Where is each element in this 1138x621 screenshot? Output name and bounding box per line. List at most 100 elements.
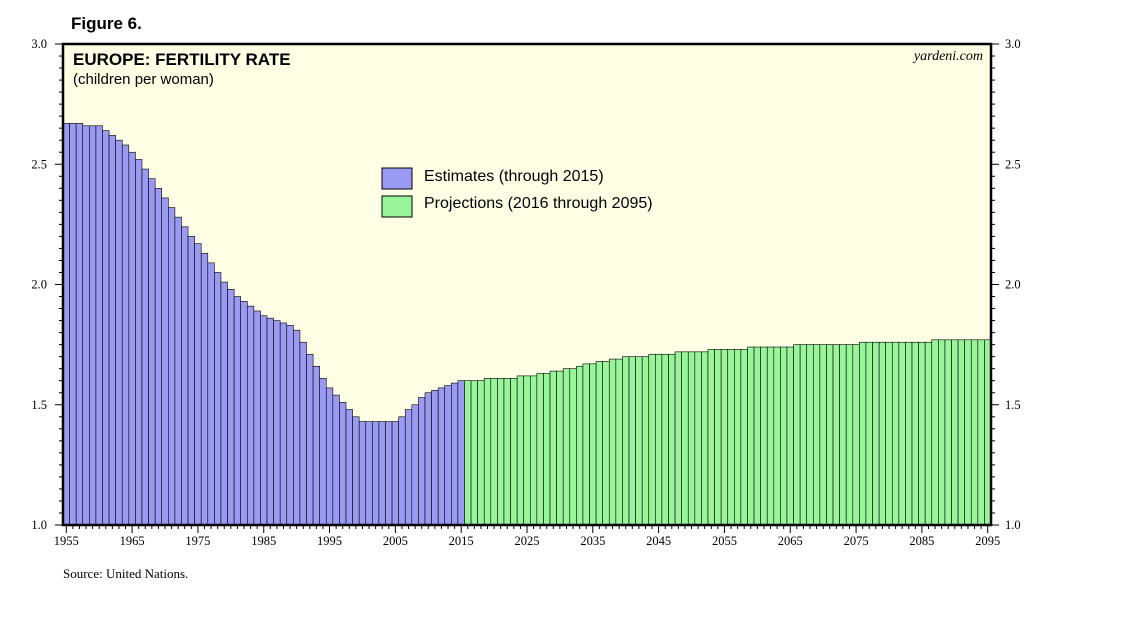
projection-bar-2037: [602, 361, 610, 526]
y-tick-label-left-1.0: 1.0: [31, 518, 47, 532]
estimate-bar-1972: [174, 216, 182, 526]
projection-bar-2041: [628, 356, 636, 526]
estimate-bar-1999: [352, 416, 360, 526]
estimate-bar-1990: [293, 329, 301, 526]
projection-bar-2059: [747, 346, 755, 526]
projection-bar-2047: [668, 353, 676, 526]
projection-bar-2092: [964, 339, 972, 526]
x-tick-label-2015: 2015: [449, 534, 474, 548]
projection-bar-2044: [648, 353, 656, 526]
projection-bar-2056: [727, 349, 735, 526]
projection-bar-2085: [918, 341, 926, 526]
legend: Estimates (through 2015) Projections (20…: [381, 167, 653, 218]
projection-bar-2040: [622, 356, 630, 526]
projection-bar-2054: [714, 349, 722, 526]
projection-bar-2079: [878, 341, 886, 526]
estimate-bar-1965: [128, 151, 136, 526]
estimate-bar-1961: [102, 130, 110, 526]
projection-bar-2070: [819, 344, 827, 526]
x-tick-label-2045: 2045: [646, 534, 671, 548]
projection-bar-2058: [740, 349, 748, 526]
projection-bar-2064: [780, 346, 788, 526]
projection-bar-2083: [905, 341, 913, 526]
estimate-bar-1998: [345, 409, 353, 526]
estimate-bar-1995: [325, 387, 334, 526]
projection-bar-2066: [793, 344, 801, 526]
projection-bar-2087: [931, 339, 939, 526]
projection-bar-2045: [655, 353, 663, 526]
projection-bar-2061: [760, 346, 768, 526]
projection-bar-2019: [483, 377, 492, 526]
projection-bar-2025: [523, 375, 531, 526]
y-tick-label-left-1.5: 1.5: [31, 398, 47, 412]
projection-bar-2091: [957, 339, 965, 526]
estimate-bar-2002: [372, 421, 380, 526]
legend-label-estimates: Estimates (through 2015): [424, 168, 604, 185]
projection-bar-2073: [839, 344, 847, 526]
projection-bar-2063: [773, 346, 781, 526]
projection-bar-2089: [944, 339, 952, 526]
y-tick-label-right-1.5: 1.5: [1005, 398, 1021, 412]
projection-bar-2065: [786, 346, 794, 526]
estimate-bar-1956: [69, 123, 77, 526]
projection-bar-2028: [543, 373, 551, 526]
estimate-bar-1983: [246, 305, 255, 526]
projection-bar-2021: [497, 377, 505, 526]
projection-bar-2060: [753, 346, 761, 526]
source-note: Source: United Nations.: [63, 566, 189, 581]
projection-bar-2033: [576, 365, 584, 526]
x-tick-label-1995: 1995: [317, 534, 342, 548]
projection-bar-2024: [516, 375, 525, 526]
y-tick-label-left-2.5: 2.5: [31, 157, 47, 171]
estimate-bar-1987: [273, 320, 281, 526]
projection-bar-2043: [641, 356, 650, 526]
projection-bar-2049: [681, 351, 689, 526]
estimate-bar-1962: [108, 135, 116, 526]
chart-subtitle: (children per woman): [73, 71, 214, 88]
projection-bar-2053: [707, 349, 715, 526]
estimate-bar-1976: [200, 252, 209, 526]
estimate-bar-1969: [154, 188, 163, 526]
x-tick-label-2035: 2035: [580, 534, 605, 548]
estimate-bar-1964: [121, 144, 130, 526]
projection-bar-2076: [859, 341, 867, 526]
estimate-bar-1974: [187, 236, 195, 526]
projection-bar-2034: [582, 363, 590, 526]
estimate-bar-2012: [437, 387, 446, 526]
projection-bar-2030: [556, 370, 564, 526]
estimate-bar-1992: [306, 353, 314, 526]
y-tick-label-left-2.0: 2.0: [31, 278, 47, 292]
projection-bar-2084: [911, 341, 919, 526]
estimate-bar-2006: [398, 416, 406, 526]
estimate-bar-1977: [207, 262, 215, 526]
legend-swatch-projections: [381, 195, 413, 218]
estimate-bar-2004: [385, 421, 393, 526]
projection-bar-2088: [938, 339, 946, 526]
projection-bar-2020: [490, 377, 498, 526]
estimate-bar-1994: [319, 377, 327, 526]
tick-group: [55, 43, 999, 533]
estimate-bar-1966: [135, 159, 143, 526]
y-tick-label-left-3.0: 3.0: [31, 37, 47, 51]
estimate-bar-1981: [233, 296, 241, 526]
estimate-bar-1957: [75, 123, 84, 526]
x-tick-label-1965: 1965: [120, 534, 145, 548]
projection-bar-2078: [872, 341, 880, 526]
estimate-bar-2007: [404, 409, 413, 526]
projection-bar-2067: [799, 344, 808, 526]
y-tick-label-right-1.0: 1.0: [1005, 518, 1021, 532]
projection-bar-2050: [687, 351, 696, 526]
x-tick-label-2005: 2005: [383, 534, 408, 548]
estimate-bar-1986: [266, 317, 274, 526]
estimate-bar-1988: [279, 322, 288, 526]
y-tick-label-right-2.5: 2.5: [1005, 157, 1021, 171]
projection-bar-2032: [569, 368, 577, 526]
y-tick-label-right-3.0: 3.0: [1005, 37, 1021, 51]
estimate-bar-1963: [115, 139, 123, 526]
projection-bar-2018: [477, 380, 485, 526]
projection-bar-2038: [608, 358, 617, 526]
projection-bar-2046: [661, 353, 669, 526]
x-tick-label-1985: 1985: [251, 534, 276, 548]
projection-bar-2068: [806, 344, 814, 526]
projection-bar-2017: [470, 380, 478, 526]
